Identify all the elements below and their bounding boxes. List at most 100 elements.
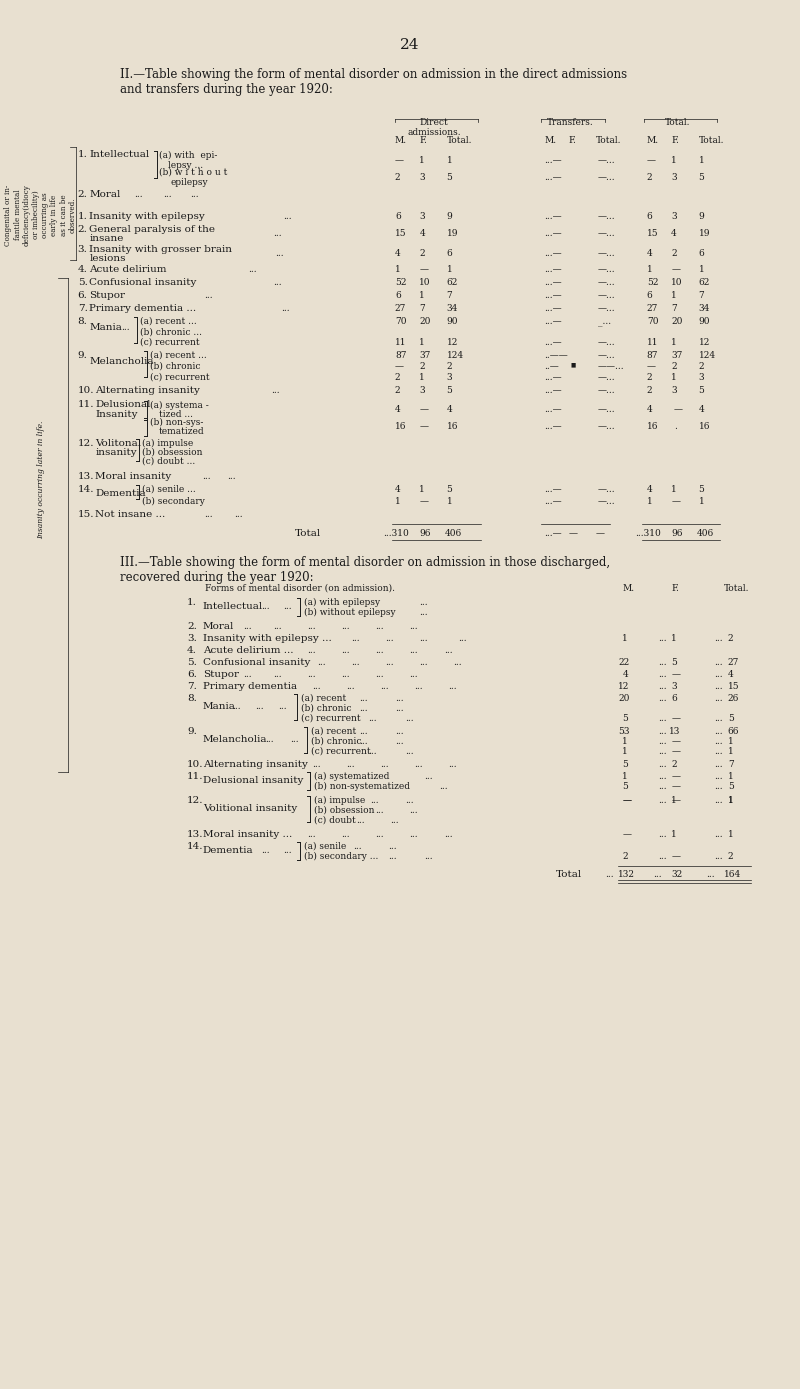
Text: Stupor: Stupor [202, 669, 238, 679]
Text: Insanity occurring later in life.: Insanity occurring later in life. [37, 421, 45, 539]
Text: ...: ... [714, 658, 722, 667]
Text: F.: F. [419, 136, 427, 144]
Text: ...: ... [395, 704, 403, 713]
Text: M.: M. [646, 136, 659, 144]
Text: 3: 3 [419, 386, 425, 394]
Text: ...: ... [439, 782, 447, 790]
Text: 7.: 7. [187, 682, 197, 690]
Text: (c) doubt: (c) doubt [314, 815, 356, 825]
Text: ——...: ——... [598, 363, 625, 371]
Text: 13.: 13. [187, 831, 203, 839]
Text: ...: ... [359, 694, 367, 703]
Text: 1: 1 [671, 485, 677, 494]
Text: 5: 5 [671, 658, 677, 667]
Text: 406: 406 [697, 529, 714, 538]
Text: (c) recurrent: (c) recurrent [150, 374, 210, 382]
Text: ...—: ...— [544, 249, 562, 258]
Text: 15: 15 [646, 229, 658, 238]
Text: 10.: 10. [78, 386, 94, 394]
Text: 5: 5 [728, 782, 734, 790]
Text: ...: ... [273, 622, 282, 631]
Text: Insanity with grosser brain: Insanity with grosser brain [90, 244, 233, 254]
Text: 5: 5 [622, 714, 628, 724]
Text: ...—: ...— [544, 406, 562, 414]
Text: —: — [419, 422, 428, 431]
Text: 1: 1 [671, 831, 677, 839]
Text: ...: ... [405, 796, 414, 806]
Text: ...: ... [244, 669, 252, 679]
Text: ...—: ...— [544, 338, 562, 347]
Text: —: — [419, 497, 428, 506]
Text: ...: ... [369, 714, 378, 724]
Text: ...: ... [395, 694, 403, 703]
Text: ...: ... [375, 646, 384, 656]
Text: 3: 3 [671, 682, 677, 690]
Text: —: — [671, 747, 680, 756]
Text: Direct
admissions.: Direct admissions. [407, 118, 461, 138]
Text: 66: 66 [728, 726, 739, 736]
Text: 53: 53 [618, 726, 630, 736]
Text: 3: 3 [671, 174, 677, 182]
Text: 3.: 3. [187, 633, 197, 643]
Text: Transfers.: Transfers. [547, 118, 594, 126]
Text: ...: ... [714, 747, 722, 756]
Text: 2: 2 [395, 386, 401, 394]
Text: 9: 9 [698, 213, 704, 221]
Text: Total.: Total. [698, 136, 724, 144]
Text: (c) recurrent: (c) recurrent [140, 338, 200, 347]
Text: ...: ... [359, 738, 367, 746]
Text: 2: 2 [395, 374, 401, 382]
Text: Moral: Moral [90, 190, 121, 199]
Text: 1.: 1. [78, 213, 87, 221]
Text: (a) recent: (a) recent [311, 726, 356, 736]
Text: 1.: 1. [78, 150, 87, 158]
Text: Acute delirium ...: Acute delirium ... [202, 646, 293, 656]
Text: ...: ... [454, 658, 462, 667]
Text: 1: 1 [419, 292, 425, 300]
Text: ...: ... [375, 669, 384, 679]
Text: 87: 87 [395, 351, 406, 360]
Text: M.: M. [544, 136, 556, 144]
Text: (b) chronic ...: (b) chronic ... [140, 328, 202, 338]
Text: 2.: 2. [187, 622, 197, 631]
Text: (a) with epilepsy: (a) with epilepsy [304, 599, 380, 607]
Text: 8.: 8. [78, 317, 87, 326]
Text: 2: 2 [698, 363, 704, 371]
Text: Stupor: Stupor [90, 292, 126, 300]
Text: 37: 37 [671, 351, 682, 360]
Text: 132: 132 [618, 870, 635, 879]
Text: (b) obsession: (b) obsession [314, 806, 374, 815]
Text: ...: ... [359, 704, 367, 713]
Text: III.—Table showing the form of mental disorder on admission in those discharged,: III.—Table showing the form of mental di… [120, 556, 610, 583]
Text: (b) secondary ...: (b) secondary ... [304, 851, 378, 861]
Text: 4: 4 [395, 485, 401, 494]
Text: ...: ... [658, 694, 667, 703]
Text: F.: F. [671, 583, 679, 593]
Text: Confusional insanity: Confusional insanity [202, 658, 310, 667]
Text: 1: 1 [646, 497, 653, 506]
Text: —...: —... [598, 406, 615, 414]
Text: ...: ... [714, 669, 722, 679]
Text: 4: 4 [419, 229, 425, 238]
Text: ...: ... [714, 851, 722, 861]
Text: 6: 6 [395, 292, 401, 300]
Text: 124: 124 [446, 351, 464, 360]
Text: ...—: ...— [544, 265, 562, 274]
Text: 124: 124 [698, 351, 716, 360]
Text: 4: 4 [728, 669, 734, 679]
Text: 3: 3 [446, 374, 452, 382]
Text: (a) impulse: (a) impulse [314, 796, 365, 806]
Text: ...: ... [706, 870, 715, 879]
Text: —: — [646, 363, 656, 371]
Text: —: — [395, 363, 404, 371]
Text: Total: Total [294, 529, 321, 538]
Text: ...310: ...310 [635, 529, 661, 538]
Text: Forms of mental disorder (on admission).: Forms of mental disorder (on admission). [205, 583, 394, 593]
Text: 1: 1 [395, 265, 401, 274]
Text: ...: ... [714, 682, 722, 690]
Text: —...: —... [598, 265, 615, 274]
Text: ...: ... [714, 831, 722, 839]
Text: ...: ... [385, 658, 394, 667]
Text: 22: 22 [618, 658, 630, 667]
Text: Total.: Total. [446, 136, 472, 144]
